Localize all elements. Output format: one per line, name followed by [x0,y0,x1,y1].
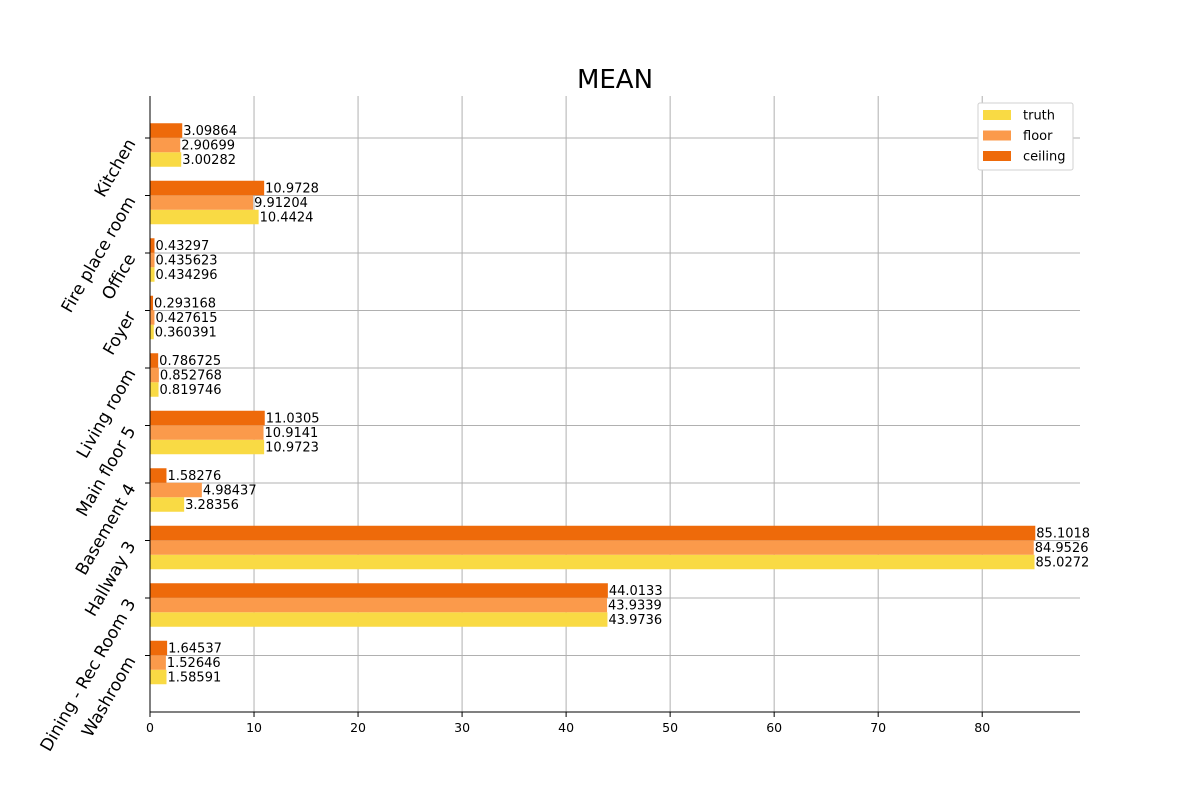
bar-floor [150,482,202,498]
data-label-floor: 1.52646 [167,656,221,671]
data-labels: 3.002822.906993.0986410.44249.9120410.97… [154,124,1090,686]
bar-floor [150,367,159,383]
bar-truth [150,497,185,512]
y-tick-label: Kitchen [91,136,140,201]
legend-label-floor: floor [1023,129,1053,144]
legend[interactable]: truth floor ceiling [977,102,1074,171]
data-label-floor: 10.9141 [265,426,319,441]
bar-ceiling [150,468,167,483]
data-label-floor: 0.852768 [160,369,222,384]
x-tick-label: 40 [558,720,574,735]
data-label-ceiling: 85.1018 [1036,527,1090,542]
bar-ceiling [150,180,265,196]
legend-label-ceiling: ceiling [1023,150,1065,165]
data-label-ceiling: 0.43297 [156,239,210,254]
data-label-floor: 4.98437 [203,484,257,499]
data-label-ceiling: 1.64537 [168,642,222,657]
data-label-ceiling: 1.58276 [167,469,221,484]
legend-swatch-floor [983,130,1011,141]
x-tick-label: 20 [350,720,366,735]
data-label-truth: 0.360391 [155,326,217,341]
legend-label-truth: truth [1023,109,1055,124]
bar-ceiling [150,295,154,311]
x-tick-label: 50 [662,720,678,735]
x-tick-label: 10 [246,720,262,735]
data-label-ceiling: 0.786725 [159,354,221,369]
y-tick-label: Foyer [99,308,140,359]
x-tick-label: 80 [974,720,990,735]
bar-truth [150,209,259,225]
data-label-ceiling: 0.293168 [154,297,216,312]
chart-title: MEAN [577,65,653,95]
data-label-truth: 1.58591 [167,671,221,686]
x-tick-label: 60 [766,720,782,735]
data-label-truth: 3.28356 [185,498,239,513]
bar-floor [150,310,155,325]
data-label-floor: 0.435623 [156,254,218,269]
data-label-floor: 0.427615 [155,311,217,326]
data-label-ceiling: 44.0133 [609,584,663,599]
x-tick-label: 0 [146,720,154,735]
x-tick-label: 30 [454,720,470,735]
bar-floor [150,252,155,268]
data-label-floor: 2.90699 [181,139,235,154]
bar-truth [150,439,265,455]
data-label-ceiling: 11.0305 [266,412,320,427]
bar-ceiling [150,525,1036,541]
data-label-truth: 3.00282 [182,153,236,168]
data-label-truth: 43.9736 [608,613,662,628]
legend-swatch-ceiling [983,151,1011,161]
legend-swatch-truth [983,110,1011,120]
bar-truth [150,554,1035,570]
data-label-truth: 10.4424 [260,211,314,226]
bar-floor [150,540,1034,555]
bar-floor [150,597,608,613]
bar-ceiling [150,123,183,138]
data-label-truth: 85.0272 [1036,556,1090,571]
bars [150,123,1036,685]
data-label-truth: 0.819746 [160,383,222,398]
bar-floor [150,195,254,210]
bar-truth [150,669,167,685]
data-label-floor: 84.9526 [1035,541,1089,556]
bar-truth [150,324,154,340]
bar-truth [150,382,159,397]
data-label-ceiling: 10.9728 [265,182,319,197]
data-label-floor: 9.91204 [254,196,308,211]
bar-ceiling [150,640,168,656]
bar-truth [150,612,608,627]
bar-floor [150,425,264,440]
bar-ceiling [150,410,265,426]
data-label-truth: 0.434296 [156,268,218,283]
bar-floor [150,137,181,153]
data-label-truth: 10.9723 [265,441,319,456]
x-tick-label: 70 [870,720,886,735]
bar-floor [150,655,166,670]
bar-truth [150,267,155,282]
bar-ceiling [150,238,155,253]
data-label-floor: 43.9339 [608,599,662,614]
data-label-ceiling: 3.09864 [183,124,237,139]
bar-truth [150,152,182,167]
bar-ceiling [150,353,159,368]
bar-ceiling [150,583,608,598]
